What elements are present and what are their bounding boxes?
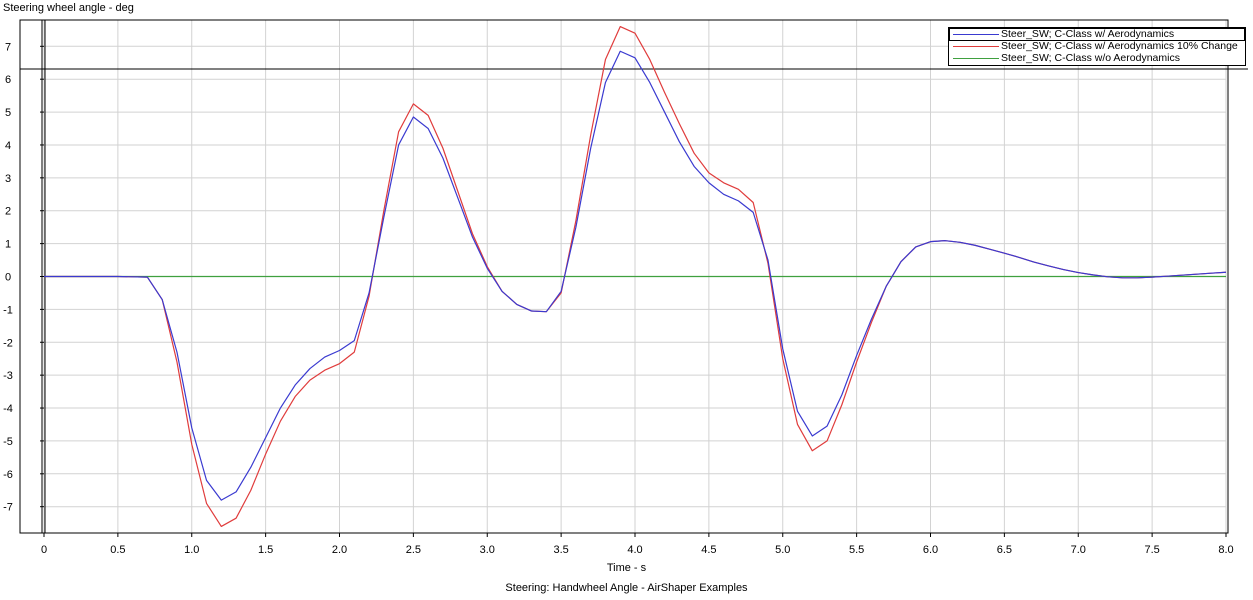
series-line-aero	[44, 50, 1227, 501]
x-axis-label: Time - s	[606, 562, 647, 574]
y-tick-label: 6	[5, 74, 11, 86]
legend-swatch-aero-10pct	[953, 46, 999, 47]
plot-frame	[19, 19, 1248, 537]
y-tick-label: 2	[5, 206, 11, 218]
y-tick-label: 0	[5, 272, 11, 284]
x-tick-label: 5.5	[849, 544, 864, 556]
chart-caption: Steering: Handwheel Angle - AirShaper Ex…	[505, 582, 748, 594]
x-tick-label: 7.0	[1071, 544, 1086, 556]
y-tick-label: -3	[3, 370, 13, 382]
y-axis-label: Steering wheel angle - deg	[3, 2, 134, 14]
x-tick-label: 6.0	[923, 544, 938, 556]
y-tick-label: 5	[5, 107, 11, 119]
x-tick-label: 1.0	[184, 544, 199, 556]
y-tick-label: 7	[5, 41, 11, 53]
legend-swatch-no-aero	[953, 58, 999, 59]
legend-item-aero[interactable]: Steer_SW; C-Class w/ Aerodynamics	[949, 28, 1245, 41]
y-tick-label: -4	[3, 403, 13, 415]
y-tick-label: -2	[3, 337, 13, 349]
legend-label-no-aero: Steer_SW; C-Class w/o Aerodynamics	[1001, 52, 1180, 64]
legend-label-aero: Steer_SW; C-Class w/ Aerodynamics	[1001, 28, 1175, 40]
x-tick-label: 3.5	[553, 544, 568, 556]
x-tick-label: 4.5	[701, 544, 716, 556]
x-tick-label: 0.5	[110, 544, 125, 556]
y-tick-label: 3	[5, 173, 11, 185]
plot-border	[19, 19, 1229, 534]
x-tick-label: 3.0	[480, 544, 495, 556]
y-tick-label: -7	[3, 502, 13, 514]
y-tick-label: 4	[5, 140, 11, 152]
series-lines	[44, 25, 1227, 528]
legend-swatch-aero	[953, 34, 999, 35]
x-tick-label: 0	[41, 544, 47, 556]
y-tick-label: -5	[3, 436, 13, 448]
legend[interactable]: Steer_SW; C-Class w/ Aerodynamics Steer_…	[948, 27, 1246, 66]
legend-item-no-aero[interactable]: Steer_SW; C-Class w/o Aerodynamics	[949, 52, 1245, 65]
legend-label-aero-10pct: Steer_SW; C-Class w/ Aerodynamics 10% Ch…	[1001, 40, 1238, 52]
x-tick-label: 8.0	[1218, 544, 1233, 556]
y-tick-label: -1	[3, 304, 13, 316]
x-tick-label: 6.5	[997, 544, 1012, 556]
x-tick-label: 2.5	[406, 544, 421, 556]
y-tick-label: -6	[3, 469, 13, 481]
x-tick-label: 1.5	[258, 544, 273, 556]
x-tick-label: 7.5	[1144, 544, 1159, 556]
legend-item-aero-10pct[interactable]: Steer_SW; C-Class w/ Aerodynamics 10% Ch…	[949, 40, 1245, 53]
tick-labels: 0 0.5 1.0 1.5 2.0 2.5 3.0 3.5 4.0 4.5 5.0 5.5 6.0 6.5…	[3, 41, 1234, 556]
x-tick-label: 5.0	[775, 544, 790, 556]
y-tick-label: 1	[5, 239, 11, 251]
x-tick-label: 2.0	[332, 544, 347, 556]
x-tick-label: 4.0	[627, 544, 642, 556]
